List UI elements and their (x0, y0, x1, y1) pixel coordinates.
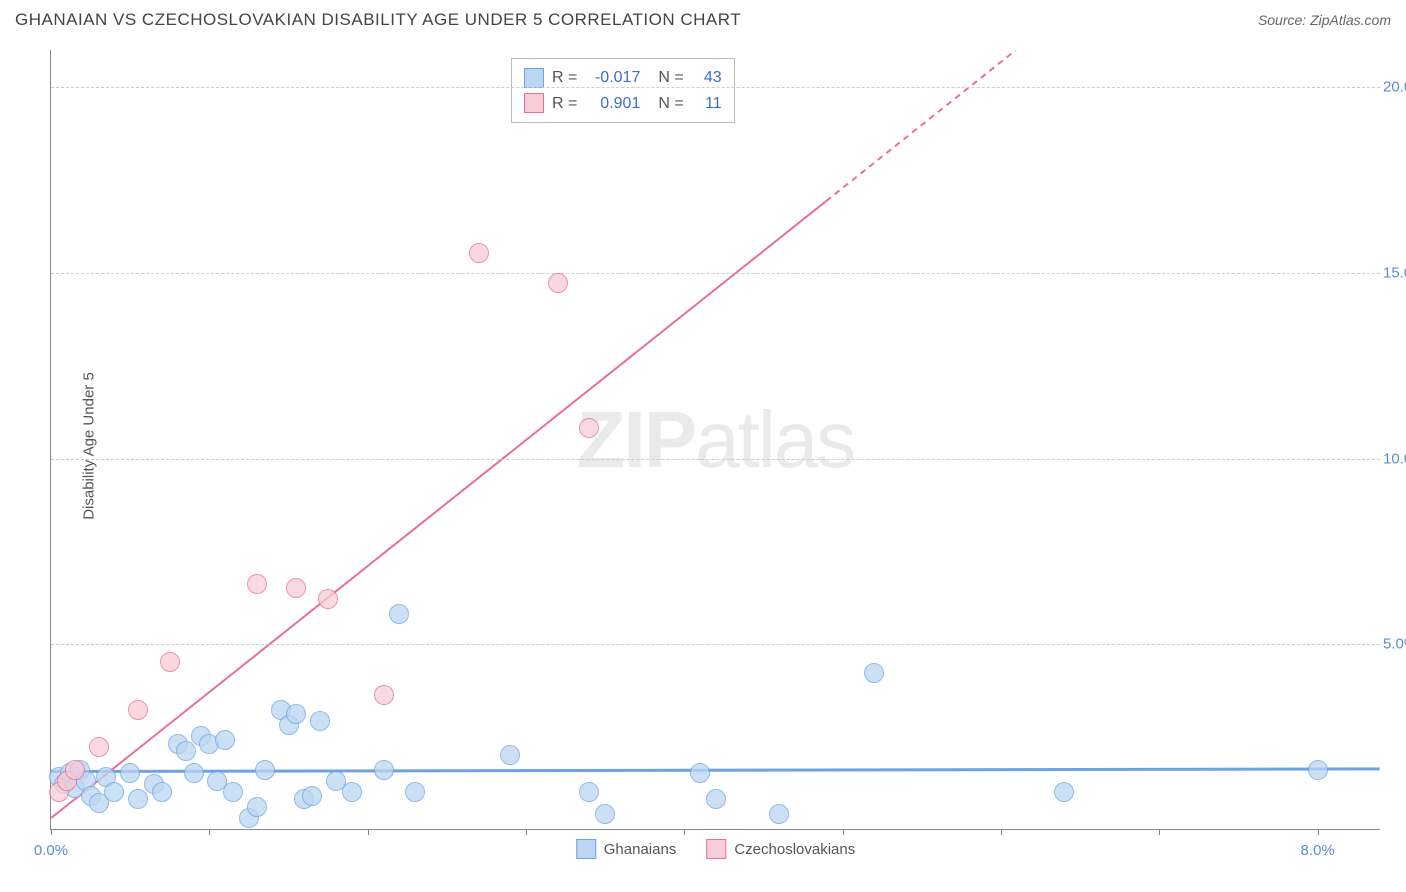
data-point (405, 782, 425, 802)
legend-swatch (576, 839, 596, 859)
legend-item: Czechoslovakians (706, 839, 855, 859)
gridline (51, 87, 1380, 88)
data-point (579, 418, 599, 438)
watermark: ZIPatlas (577, 394, 854, 486)
data-point (160, 652, 180, 672)
trendline (51, 201, 826, 818)
data-point (548, 273, 568, 293)
stats-r-value: 0.901 (585, 91, 640, 117)
data-point (374, 685, 394, 705)
x-tick (684, 829, 685, 835)
data-point (255, 760, 275, 780)
data-point (318, 589, 338, 609)
series-swatch (524, 93, 544, 113)
chart-title: GHANAIAN VS CZECHOSLOVAKIAN DISABILITY A… (15, 10, 741, 30)
legend-item: Ghanaians (576, 839, 677, 859)
data-point (215, 730, 235, 750)
data-point (152, 782, 172, 802)
data-point (302, 786, 322, 806)
data-point (184, 763, 204, 783)
x-tick (368, 829, 369, 835)
data-point (579, 782, 599, 802)
gridline (51, 273, 1380, 274)
x-tick (209, 829, 210, 835)
gridline (51, 644, 1380, 645)
data-point (706, 789, 726, 809)
gridline (51, 459, 1380, 460)
y-tick-label: 20.0% (1383, 79, 1406, 96)
stats-n-value: 11 (692, 91, 722, 117)
data-point (1308, 760, 1328, 780)
legend-bottom: Ghanaians Czechoslovakians (576, 839, 855, 859)
stats-row: R = 0.901 N = 11 (524, 91, 722, 117)
legend-label: Czechoslovakians (734, 841, 855, 858)
x-tick (843, 829, 844, 835)
stats-legend-box: R =-0.017N =43R =0.901N =11 (511, 58, 735, 123)
data-point (595, 804, 615, 824)
data-point (389, 604, 409, 624)
series-swatch (524, 68, 544, 88)
legend-swatch (706, 839, 726, 859)
data-point (128, 700, 148, 720)
x-tick (1159, 829, 1160, 835)
data-point (310, 711, 330, 731)
data-point (65, 760, 85, 780)
data-point (1054, 782, 1074, 802)
data-point (469, 243, 489, 263)
data-point (769, 804, 789, 824)
data-point (223, 782, 243, 802)
data-point (500, 745, 520, 765)
x-tick-label: 8.0% (1301, 842, 1335, 859)
x-tick-label: 0.0% (34, 842, 68, 859)
source-attribution: Source: ZipAtlas.com (1258, 12, 1391, 28)
x-tick (51, 829, 52, 835)
header: GHANAIAN VS CZECHOSLOVAKIAN DISABILITY A… (15, 10, 1391, 30)
trendline (51, 769, 1379, 772)
x-tick (1318, 829, 1319, 835)
data-point (247, 797, 267, 817)
y-tick-label: 15.0% (1383, 264, 1406, 281)
data-point (374, 760, 394, 780)
data-point (176, 741, 196, 761)
x-tick (1001, 829, 1002, 835)
data-point (247, 574, 267, 594)
trendline-extrapolated (826, 50, 1016, 201)
y-tick-label: 5.0% (1383, 636, 1406, 653)
data-point (89, 737, 109, 757)
data-point (342, 782, 362, 802)
y-tick-label: 10.0% (1383, 450, 1406, 467)
trendlines-layer (51, 50, 1380, 829)
data-point (286, 578, 306, 598)
stats-n-label: N = (658, 91, 683, 117)
data-point (864, 663, 884, 683)
data-point (286, 704, 306, 724)
data-point (128, 789, 148, 809)
data-point (120, 763, 140, 783)
data-point (690, 763, 710, 783)
x-tick (526, 829, 527, 835)
stats-r-label: R = (552, 91, 577, 117)
data-point (104, 782, 124, 802)
legend-label: Ghanaians (604, 841, 677, 858)
chart-plot-area: ZIPatlas R =-0.017N =43R =0.901N =11 Gha… (50, 50, 1380, 830)
